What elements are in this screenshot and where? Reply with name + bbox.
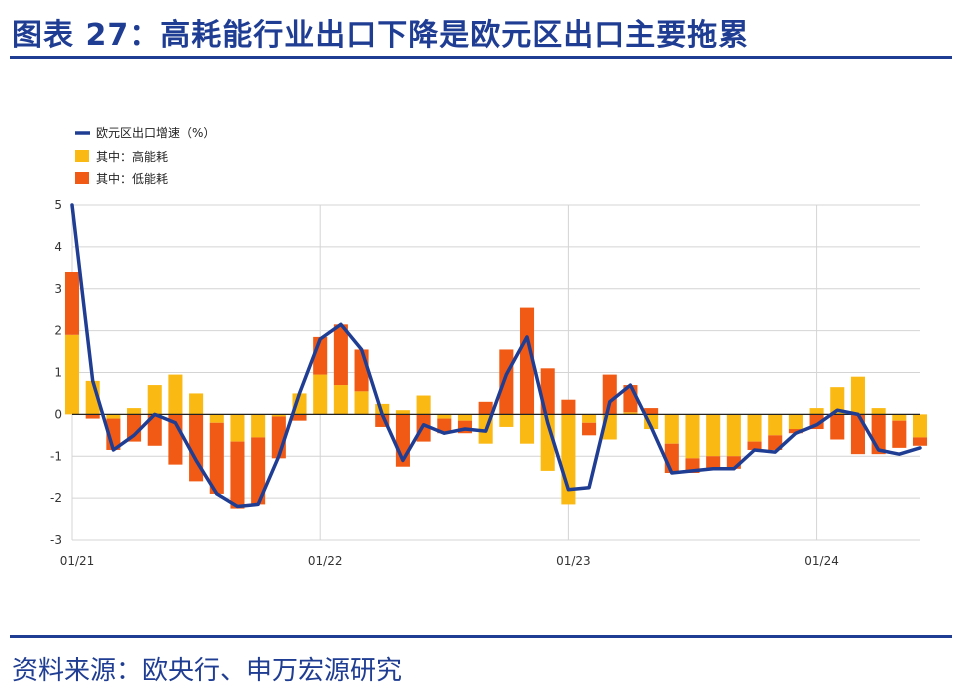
legend-low-label: 其中：低能耗: [96, 171, 168, 186]
bar-high-energy: [189, 393, 204, 415]
bar-low-energy: [64, 272, 80, 335]
bar-high-energy: [416, 395, 431, 415]
bar-low-energy: [768, 435, 783, 450]
y-tick-label: 0: [54, 407, 62, 421]
bar-high-energy: [809, 408, 824, 415]
bar-low-energy: [706, 456, 721, 469]
bar-low-energy: [850, 414, 865, 455]
bar-low-energy: [602, 374, 617, 415]
bar-low-energy: [209, 422, 224, 494]
bar-high-energy: [271, 414, 286, 417]
bar-low-energy: [912, 437, 928, 446]
legend-high-marker: [75, 150, 89, 162]
bar-high-energy: [168, 374, 183, 415]
x-tick-label: 01/21: [60, 554, 95, 568]
bar-high-energy: [499, 414, 514, 427]
grid: [71, 204, 920, 541]
bar-high-energy: [768, 414, 783, 436]
bar-high-energy: [850, 376, 865, 415]
bar-high-energy: [251, 414, 266, 438]
bar-low-energy: [230, 441, 245, 509]
bar-low-energy: [251, 437, 266, 505]
bar-high-energy: [726, 414, 741, 457]
bar-high-energy: [664, 414, 679, 444]
y-axis-ticks: 5 4 3 2 1 0 -1 -2 -3: [50, 198, 62, 547]
bar-low-energy: [747, 441, 762, 450]
bar-high-energy: [457, 414, 473, 421]
y-tick-label: -3: [50, 533, 62, 547]
bar-high-energy: [582, 414, 597, 423]
legend-low-marker: [75, 172, 89, 184]
x-tick-label: 01/22: [308, 554, 343, 568]
bar-high-energy: [892, 414, 907, 421]
bar-high-energy: [912, 414, 928, 438]
bar-high-energy: [127, 408, 142, 415]
y-tick-label: 1: [54, 366, 62, 380]
bar-low-energy: [561, 399, 576, 415]
bar-high-energy: [64, 334, 80, 415]
bar-low-energy: [333, 324, 348, 386]
legend-high-label: 其中：高能耗: [96, 149, 168, 164]
y-tick-label: -2: [50, 491, 62, 505]
bar-low-energy: [499, 349, 514, 415]
bar-low-energy: [892, 420, 907, 448]
bar-high-energy: [830, 387, 845, 415]
bar-low-energy: [788, 429, 803, 434]
legend-line-label: 欧元区出口增速（%）: [96, 126, 215, 140]
y-tick-label: -1: [50, 449, 62, 463]
bar-high-energy: [623, 412, 638, 415]
bar-low-energy: [478, 401, 493, 415]
bar-low-energy: [85, 414, 100, 419]
y-tick-label: 5: [54, 198, 62, 212]
bar-low-energy: [147, 414, 162, 446]
bar-high-energy: [230, 414, 245, 442]
bar-high-energy: [209, 414, 224, 423]
bar-high-energy: [788, 414, 803, 430]
chart-area: 5 4 3 2 1 0 -1 -2 -3 01/21 01/22 01/23 01/24 欧元区出口增…: [50, 126, 928, 568]
bar-low-energy: [127, 414, 142, 442]
bar-high-energy: [519, 414, 535, 444]
bar-low-energy: [292, 414, 307, 421]
chart-title: 图表 27：高耗能行业出口下降是欧元区出口主要拖累: [12, 18, 750, 53]
bar-high-energy: [106, 414, 121, 419]
title-divider: [10, 56, 952, 59]
bar-high-energy: [395, 410, 410, 415]
bar-high-energy: [147, 385, 162, 415]
source-divider: [10, 635, 952, 638]
y-tick-label: 2: [54, 324, 62, 338]
bar-high-energy: [747, 414, 762, 442]
export-growth-line: [70, 203, 922, 509]
y-tick-label: 4: [54, 240, 62, 254]
bar-high-energy: [871, 408, 886, 415]
bar-low-energy: [830, 414, 845, 440]
bar-low-energy: [437, 418, 452, 434]
bar-high-energy: [313, 374, 328, 415]
source-note: 资料来源：欧央行、申万宏源研究: [12, 656, 403, 686]
bar-low-energy: [519, 307, 535, 415]
bar-high-energy: [354, 391, 369, 415]
bar-high-energy: [706, 414, 721, 457]
bar-low-energy: [582, 422, 597, 436]
bar-high-energy: [437, 414, 452, 419]
bar-high-energy: [333, 385, 348, 415]
bar-low-energy: [644, 408, 659, 415]
x-axis-ticks: 01/21 01/22 01/23 01/24: [60, 554, 839, 568]
bars: [64, 272, 928, 509]
series-line: [70, 203, 922, 509]
bar-high-energy: [685, 414, 700, 459]
y-tick-label: 3: [54, 282, 62, 296]
x-tick-label: 01/24: [804, 554, 839, 568]
x-tick-label: 01/23: [556, 554, 591, 568]
